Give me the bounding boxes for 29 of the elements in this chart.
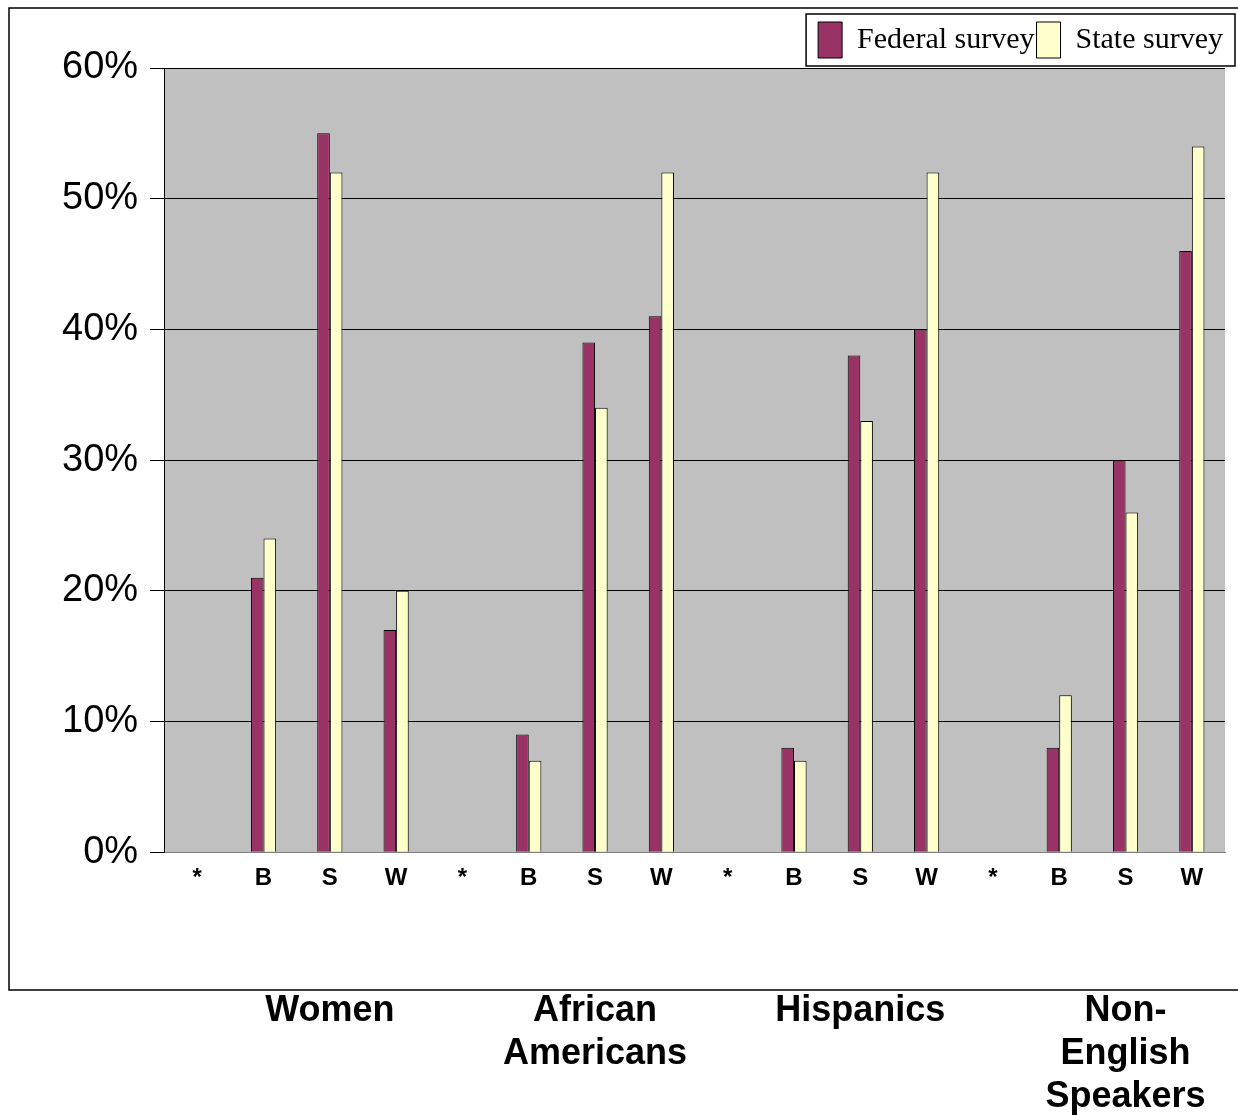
- x-tick-label: *: [723, 863, 734, 891]
- legend-label: State survey: [1075, 20, 1223, 54]
- text: Non-English Speakers: [1045, 987, 1206, 1115]
- x-tick-label: *: [457, 863, 468, 891]
- x-tick-label: S: [1117, 863, 1134, 891]
- x-tick-label: S: [852, 863, 869, 891]
- x-tick-label: W: [1180, 863, 1204, 891]
- x-tick-label: S: [587, 863, 604, 891]
- text: Women: [265, 987, 395, 1029]
- y-tick-label: 30%: [61, 436, 139, 479]
- x-tick-label: B: [785, 863, 803, 891]
- x-tick-label: W: [915, 863, 939, 891]
- y-tick-label: 10%: [61, 697, 139, 740]
- y-tick-label: 60%: [61, 44, 139, 87]
- text: Hispanics: [775, 987, 946, 1029]
- x-tick-label: B: [1050, 863, 1068, 891]
- y-tick-label: 0%: [83, 828, 139, 871]
- x-tick-label: *: [988, 863, 999, 891]
- y-tick-label: 40%: [61, 305, 139, 348]
- x-tick-label: W: [650, 863, 674, 891]
- text: African Americans: [503, 987, 688, 1072]
- x-tick-label: W: [384, 863, 408, 891]
- y-tick-label: 50%: [61, 175, 139, 218]
- x-tick-label: B: [520, 863, 538, 891]
- x-tick-label: *: [192, 863, 203, 891]
- x-tick-label: B: [254, 863, 273, 891]
- legend-label: Federal survey: [857, 20, 1035, 54]
- y-tick-label: 20%: [61, 567, 139, 610]
- x-tick-label: S: [321, 863, 338, 891]
